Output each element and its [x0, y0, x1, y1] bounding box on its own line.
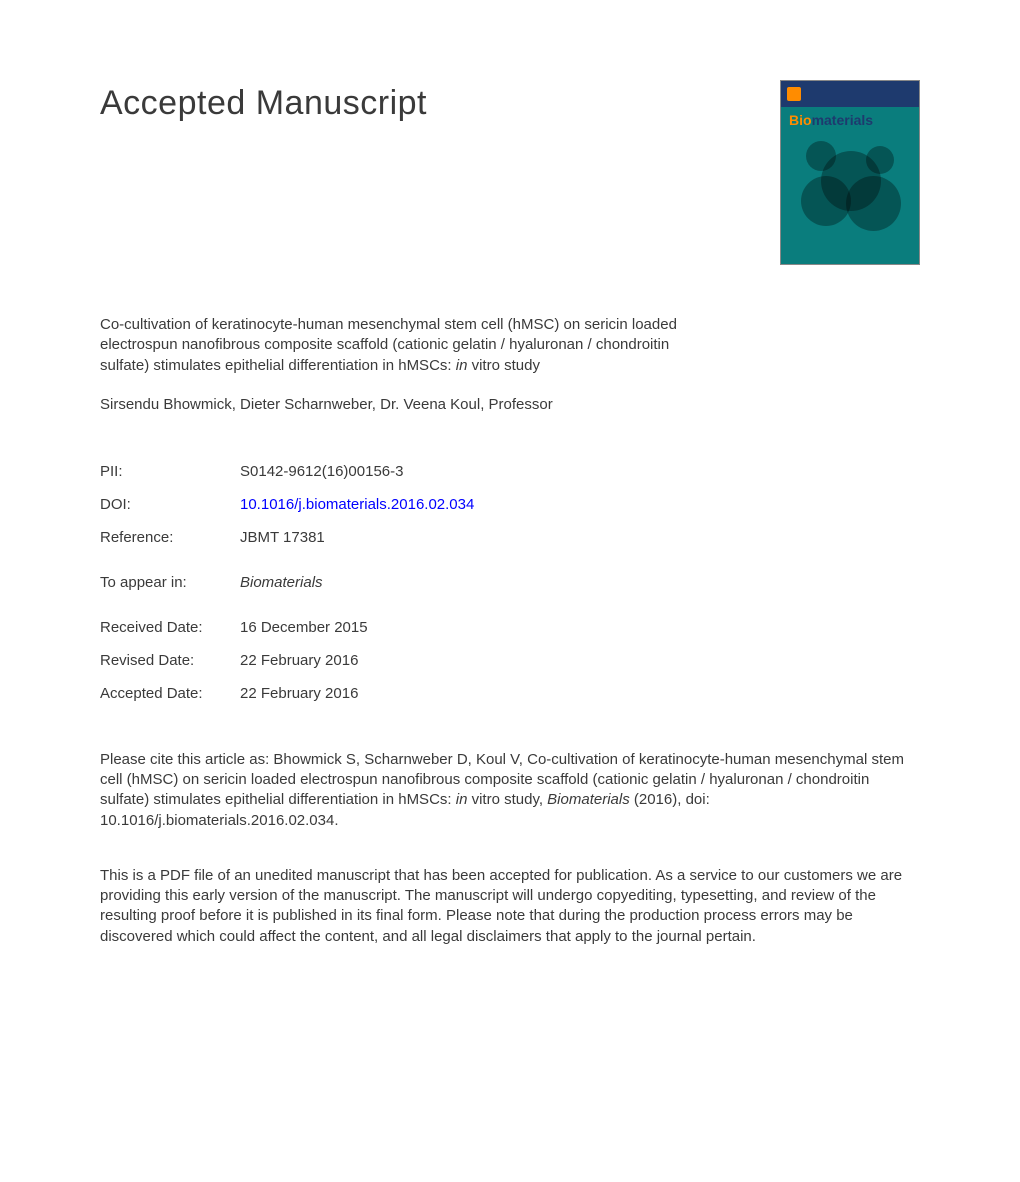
authors: Sirsendu Bhowmick, Dieter Scharnweber, D…: [100, 394, 920, 415]
pii-label: PII:: [100, 455, 230, 488]
citation-italic1: in: [456, 791, 468, 808]
page-title: Accepted Manuscript: [100, 80, 427, 128]
pii-value: S0142-9612(16)00156-3: [230, 455, 474, 488]
journal-cover: Biomaterials: [780, 80, 920, 265]
meta-row-revised: Revised Date: 22 February 2016: [100, 644, 474, 677]
title-prefix: Co-cultivation of keratinocyte-human mes…: [100, 316, 677, 374]
title-suffix: vitro study: [467, 357, 540, 374]
reference-label: Reference:: [100, 521, 230, 554]
reference-value: JBMT 17381: [230, 521, 474, 554]
cover-top-bar: [781, 81, 919, 107]
citation-italic2: Biomaterials: [547, 791, 630, 808]
cover-art-icon: [796, 141, 906, 241]
received-label: Received Date:: [100, 611, 230, 644]
meta-row-pii: PII: S0142-9612(16)00156-3: [100, 455, 474, 488]
accepted-value: 22 February 2016: [230, 677, 474, 710]
accepted-label: Accepted Date:: [100, 677, 230, 710]
cover-name-part2: materials: [812, 112, 873, 128]
disclaimer-block: This is a PDF file of an unedited manusc…: [100, 866, 920, 947]
header-row: Accepted Manuscript Biomaterials: [100, 80, 920, 265]
appear-label: To appear in:: [100, 566, 230, 599]
citation-block: Please cite this article as: Bhowmick S,…: [100, 750, 920, 831]
doi-link[interactable]: 10.1016/j.biomaterials.2016.02.034: [240, 496, 474, 513]
meta-table: PII: S0142-9612(16)00156-3 DOI: 10.1016/…: [100, 455, 474, 710]
cover-name-part1: Bio: [789, 112, 812, 128]
title-italic: in: [456, 357, 468, 374]
meta-row-received: Received Date: 16 December 2015: [100, 611, 474, 644]
meta-row-doi: DOI: 10.1016/j.biomaterials.2016.02.034: [100, 488, 474, 521]
doi-label: DOI:: [100, 488, 230, 521]
revised-value: 22 February 2016: [230, 644, 474, 677]
elsevier-logo-icon: [787, 87, 801, 101]
revised-label: Revised Date:: [100, 644, 230, 677]
appear-value: Biomaterials: [230, 566, 474, 599]
cover-journal-name: Biomaterials: [789, 111, 873, 131]
meta-row-appear: To appear in: Biomaterials: [100, 566, 474, 599]
received-value: 16 December 2015: [230, 611, 474, 644]
citation-mid: vitro study,: [467, 791, 547, 808]
meta-row-reference: Reference: JBMT 17381: [100, 521, 474, 554]
article-title: Co-cultivation of keratinocyte-human mes…: [100, 315, 720, 376]
meta-row-accepted: Accepted Date: 22 February 2016: [100, 677, 474, 710]
